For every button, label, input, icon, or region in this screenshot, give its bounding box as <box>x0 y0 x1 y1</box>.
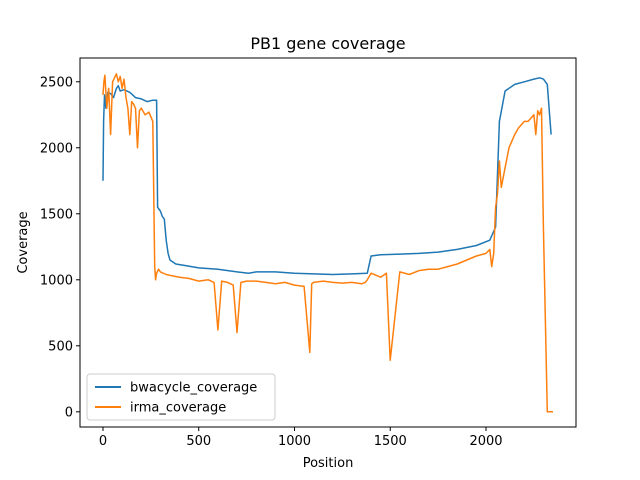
y-tick-label: 1500 <box>40 207 73 222</box>
legend-label-irma_coverage: irma_coverage <box>130 401 226 416</box>
y-tick-label: 2500 <box>40 75 73 90</box>
axes-frame <box>79 57 577 428</box>
y-tick-label: 500 <box>48 339 73 354</box>
chart-title: PB1 gene coverage <box>250 34 405 53</box>
series-line-bwacycle_coverage <box>102 77 552 276</box>
x-tick-label: 0 <box>99 434 107 449</box>
y-tick-label: 2000 <box>40 141 73 156</box>
x-tick-label: 1000 <box>278 434 311 449</box>
x-tick-label: 500 <box>186 434 211 449</box>
legend-label-bwacycle_coverage: bwacycle_coverage <box>130 381 257 396</box>
series-line-irma_coverage <box>102 73 553 413</box>
x-axis-label: Position <box>303 456 354 471</box>
y-tick-label: 0 <box>65 405 73 420</box>
y-axis-label: Coverage <box>16 211 31 273</box>
y-tick-label: 1000 <box>40 273 73 288</box>
legend-box <box>86 373 276 421</box>
x-tick-label: 1500 <box>374 434 407 449</box>
plot-area <box>80 58 576 427</box>
x-tick-label: 2000 <box>469 434 502 449</box>
